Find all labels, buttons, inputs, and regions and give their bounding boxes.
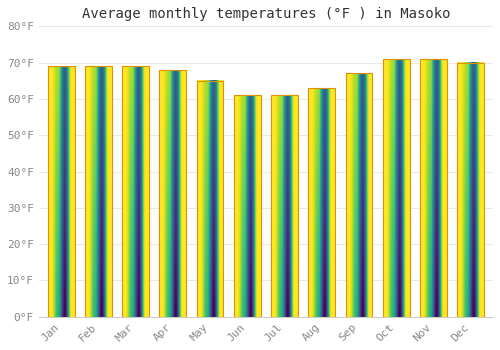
Bar: [458, 63, 484, 317]
Bar: [271, 95, 298, 317]
Bar: [160, 70, 186, 317]
Bar: [48, 66, 74, 317]
Bar: [234, 95, 260, 317]
Bar: [85, 66, 112, 317]
Bar: [234, 95, 260, 317]
Title: Average monthly temperatures (°F ) in Masoko: Average monthly temperatures (°F ) in Ma…: [82, 7, 450, 21]
Bar: [383, 59, 409, 317]
Bar: [85, 66, 112, 317]
Bar: [420, 59, 447, 317]
Bar: [48, 66, 74, 317]
Bar: [196, 81, 224, 317]
Bar: [383, 59, 409, 317]
Bar: [458, 63, 484, 317]
Bar: [346, 74, 372, 317]
Bar: [160, 70, 186, 317]
Bar: [308, 88, 335, 317]
Bar: [420, 59, 447, 317]
Bar: [122, 66, 149, 317]
Bar: [122, 66, 149, 317]
Bar: [346, 74, 372, 317]
Bar: [196, 81, 224, 317]
Bar: [271, 95, 298, 317]
Bar: [308, 88, 335, 317]
